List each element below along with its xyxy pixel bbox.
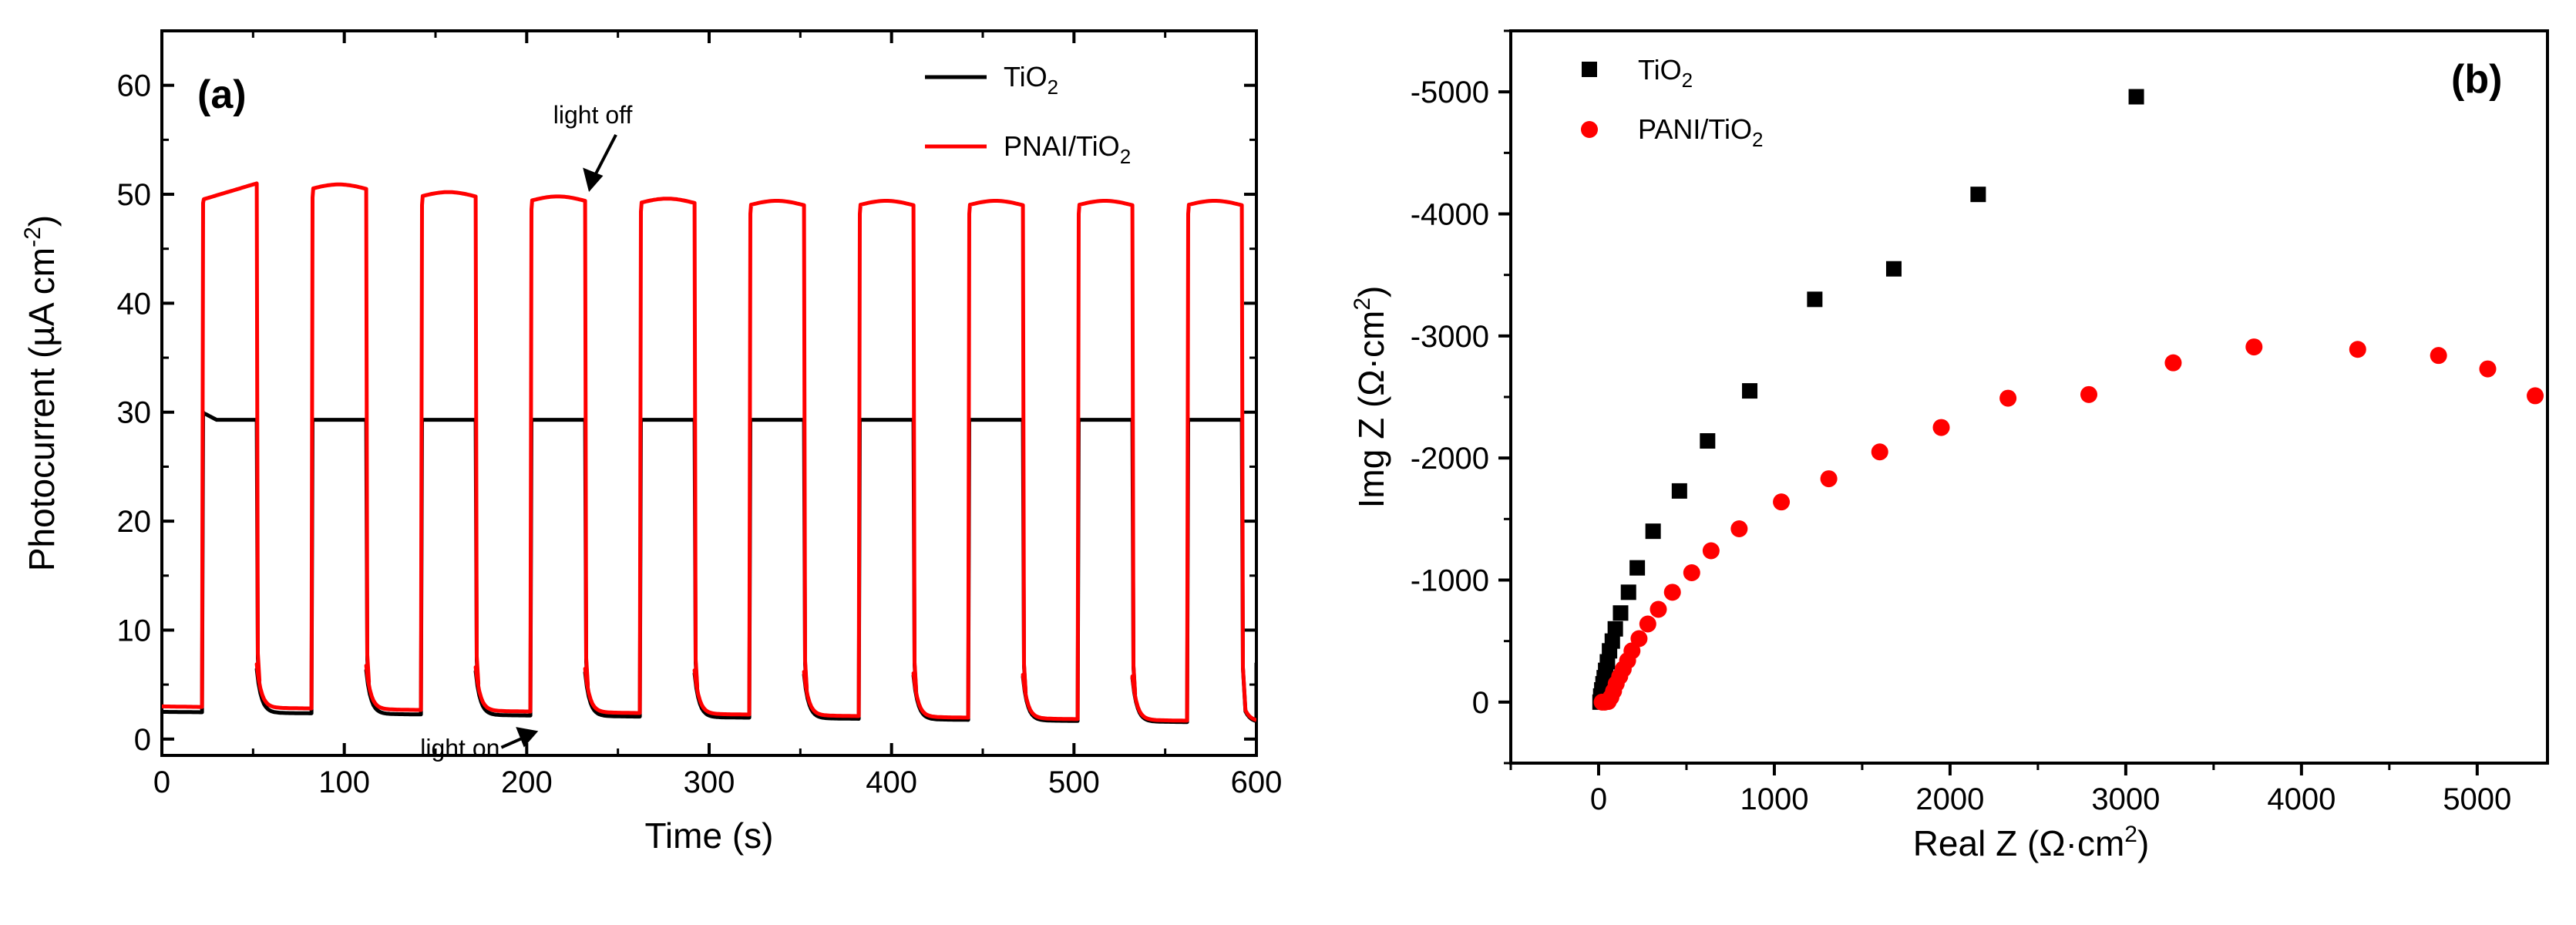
series-tio2 [1592,89,2144,710]
ticks-a: 0 100 200 300 400 500 600 0 10 20 30 40 50 60 [117,29,1283,799]
point-pani-tio2-18 [1820,470,1838,488]
series-pani-tio2 [1593,338,2544,711]
point-tio2-8 [1604,633,1620,649]
y-tick-label-b-5: -5000 [1411,76,1489,109]
annotation-light-off: light off [553,101,633,129]
point-tio2-14 [1671,483,1687,499]
point-tio2-10 [1613,605,1629,621]
x-tick-label-b-4: 4000 [2267,782,2336,816]
x-axis-label-a: Time (s) [645,816,774,856]
point-pani-tio2-14 [1683,564,1700,581]
chart-panel-a: 0 100 200 300 400 500 600 0 10 20 30 40 50 60 TiO2 PN… [20,29,1283,856]
y-tick-label-b-0: 0 [1472,686,1489,720]
point-pani-tio2-10 [1630,630,1648,648]
x-tick-label-a-2: 200 [501,765,553,799]
x-tick-label-a-6: 600 [1231,765,1283,799]
point-pani-tio2-21 [1999,389,2017,407]
legend-label-pnai-tio2: PNAI/TiO2 [1004,130,1131,168]
point-tio2-13 [1645,523,1661,540]
y-tick-label-a-2: 20 [117,505,152,539]
legend-marker-tio2 [1582,62,1597,77]
point-pani-tio2-24 [2245,338,2263,356]
y-tick-label-a-1: 10 [117,614,152,648]
legend-a: TiO2 PNAI/TiO2 [925,61,1131,168]
x-tick-label-a-0: 0 [153,765,170,799]
y-tick-label-a-3: 30 [117,396,152,430]
point-pani-tio2-26 [2430,347,2447,365]
point-pani-tio2-27 [2479,360,2497,378]
point-pani-tio2-25 [2349,341,2366,358]
panel-label-b: (b) [2451,57,2502,102]
series-line-pnai-tio2 [162,181,1256,723]
y-tick-label-a-0: 0 [134,723,151,757]
y-axis-label-a: Photocurrent (µA cm-2) [20,215,62,571]
arrow-light-on [500,727,539,749]
point-tio2-11 [1620,584,1636,600]
series-group-a [162,181,1256,725]
point-pani-tio2-20 [1932,419,1950,436]
y-tick-label-a-4: 40 [117,287,152,321]
point-pani-tio2-19 [1871,443,1888,461]
x-axis-label-b: Real Z (Ω·cm2) [1913,822,2150,863]
point-tio2-17 [1807,291,1823,308]
x-tick-label-b-1: 1000 [1740,782,1808,816]
point-tio2-18 [1885,261,1902,277]
point-pani-tio2-13 [1663,584,1681,601]
x-tick-label-a-5: 500 [1048,765,1100,799]
y-tick-label-b-2: -2000 [1411,442,1489,476]
point-pani-tio2-11 [1639,615,1656,633]
x-tick-label-b-5: 5000 [2443,782,2511,816]
annotations-a: light off light on [420,101,632,762]
point-tio2-19 [1970,187,1986,203]
x-tick-label-b-2: 2000 [1915,782,1984,816]
point-pani-tio2-16 [1730,520,1748,537]
point-pani-tio2-12 [1650,600,1667,618]
x-tick-label-b-3: 3000 [2091,782,2160,816]
ticks-b: 0 1000 2000 3000 4000 5000 0 -1000 -2000 -3000 -40… [1411,29,2511,816]
panel-label-a: (a) [197,72,247,117]
y-tick-label-b-4: -4000 [1411,198,1489,232]
legend-label-b-pani-tio2: PANI/TiO2 [1638,113,1763,151]
point-pani-tio2-22 [2080,385,2098,403]
x-tick-label-a-1: 100 [318,765,370,799]
point-pani-tio2-23 [2164,354,2182,372]
point-tio2-15 [1700,433,1716,449]
legend-label-b-tio2: TiO2 [1638,54,1693,92]
legend-b: TiO2 PANI/TiO2 [1581,54,1763,151]
x-tick-label-b-0: 0 [1590,782,1607,816]
y-tick-label-b-1: -1000 [1411,564,1489,598]
point-tio2-20 [2128,89,2144,105]
point-pani-tio2-17 [1773,493,1791,511]
chart-panel-b: 0 1000 2000 3000 4000 5000 0 -1000 -2000 -3000 -40… [1350,29,2549,863]
series-line-tio2 [162,410,1256,725]
x-tick-label-a-4: 400 [866,765,917,799]
series-group-b [1592,89,2544,711]
point-pani-tio2-28 [2527,387,2544,405]
point-tio2-12 [1629,560,1646,576]
y-tick-label-a-6: 60 [117,69,152,103]
annotation-light-on: light on [420,735,499,762]
arrow-light-off [583,133,617,193]
x-tick-label-a-3: 300 [684,765,735,799]
y-tick-label-b-3: -3000 [1411,320,1489,354]
point-pani-tio2-15 [1702,542,1720,560]
legend-label-tio2: TiO2 [1004,61,1058,99]
y-tick-label-a-5: 50 [117,178,152,212]
y-axis-label-b: Img Z (Ω·cm2) [1350,286,1391,509]
point-tio2-9 [1607,621,1623,637]
point-tio2-16 [1742,383,1758,399]
legend-marker-pani-tio2 [1581,121,1598,138]
